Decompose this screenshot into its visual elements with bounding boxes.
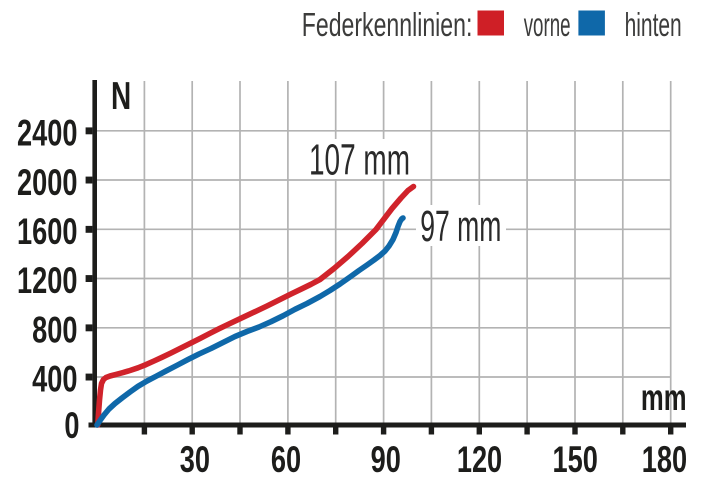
- svg-text:1600: 1600: [17, 211, 77, 252]
- svg-text:30: 30: [180, 439, 210, 480]
- svg-text:1200: 1200: [17, 260, 77, 301]
- svg-text:2400: 2400: [17, 112, 77, 153]
- svg-text:800: 800: [32, 309, 77, 350]
- svg-text:97 mm: 97 mm: [420, 201, 501, 251]
- svg-text:2000: 2000: [17, 162, 77, 203]
- svg-text:vorne: vorne: [524, 5, 571, 43]
- svg-text:150: 150: [553, 439, 598, 480]
- svg-text:60: 60: [271, 439, 301, 480]
- svg-text:90: 90: [371, 439, 401, 480]
- svg-text:hinten: hinten: [625, 6, 682, 43]
- svg-text:N: N: [111, 75, 131, 119]
- svg-text:0: 0: [64, 405, 79, 446]
- svg-text:107 mm: 107 mm: [309, 135, 410, 184]
- svg-text:400: 400: [32, 359, 77, 400]
- svg-text:180: 180: [642, 439, 687, 480]
- svg-text:120: 120: [457, 439, 502, 480]
- svg-text:mm: mm: [641, 376, 687, 418]
- svg-text:Federkennlinien:: Federkennlinien:: [302, 7, 473, 44]
